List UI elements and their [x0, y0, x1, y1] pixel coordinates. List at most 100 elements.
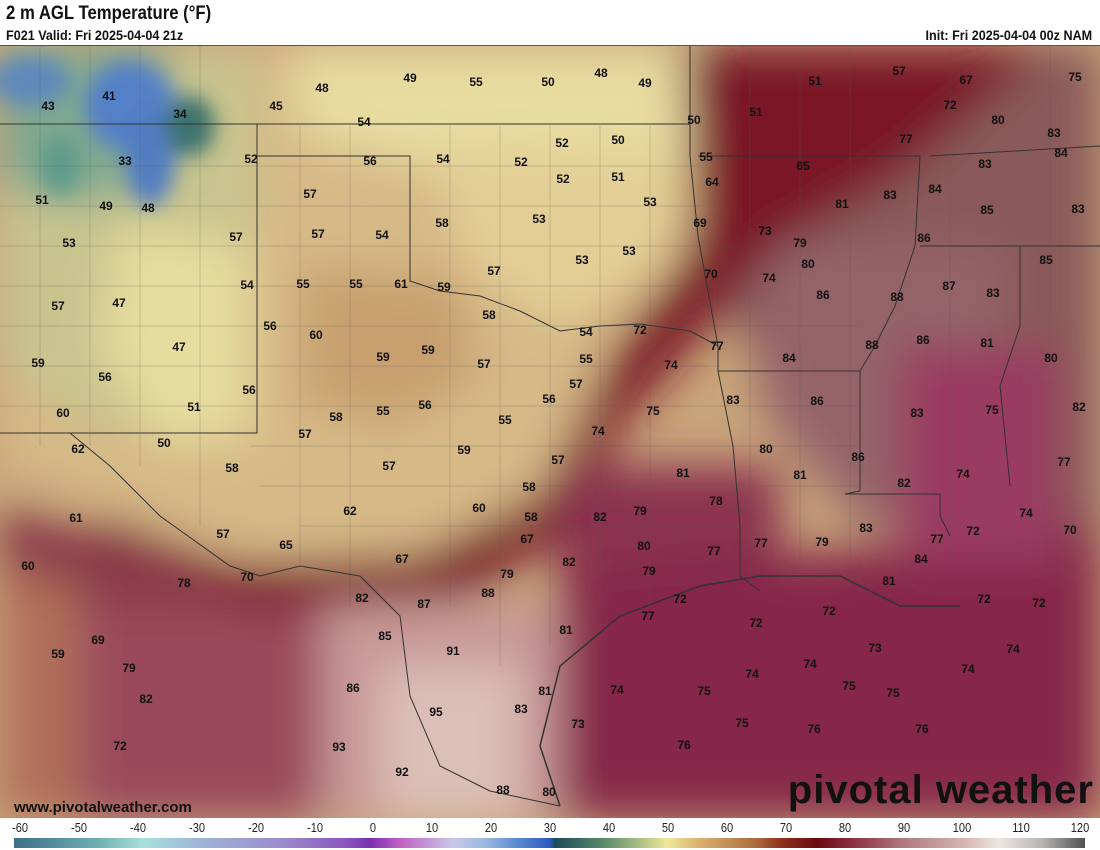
colorbar-tick-label: 30 — [543, 820, 557, 835]
temperature-label: 57 — [216, 527, 230, 541]
temperature-label: 72 — [966, 524, 980, 538]
temperature-label: 81 — [980, 336, 994, 350]
temperature-label: 57 — [51, 299, 65, 313]
temperature-label: 72 — [1032, 596, 1046, 610]
colorbar-tick-label: 50 — [661, 820, 675, 835]
temperature-label: 93 — [332, 740, 346, 754]
temperature-label: 62 — [343, 504, 357, 518]
colorbar-tick-label: 90 — [897, 820, 910, 835]
temperature-label: 57 — [477, 357, 491, 371]
temperature-label: 77 — [930, 532, 944, 546]
colorbar-tick-label: 20 — [485, 820, 498, 835]
temperature-label: 61 — [394, 277, 408, 291]
map-title: 2 m AGL Temperature (°F) — [6, 3, 212, 24]
temperature-label: 56 — [363, 154, 377, 168]
temperature-label: 82 — [355, 591, 369, 605]
temperature-label: 80 — [542, 785, 556, 799]
temperature-label: 59 — [376, 350, 390, 364]
temperature-label: 83 — [986, 286, 1000, 300]
temperature-label: 64 — [705, 175, 719, 189]
colorbar-tick-label: 60 — [720, 820, 733, 835]
temperature-label: 85 — [378, 629, 392, 643]
temperature-label: 72 — [749, 616, 763, 630]
temperature-label: 74 — [745, 667, 759, 681]
colorbar-tick-label: -60 — [12, 820, 28, 835]
temperature-label: 74 — [591, 424, 605, 438]
temperature-label: 74 — [1019, 506, 1033, 520]
header: 2 m AGL Temperature (°F) F021 Valid: Fri… — [0, 0, 1100, 45]
colorbar: -60 -50 -40 -30 -20 -10 0 10 20 30 40 50 60 70 80 90 100… — [0, 818, 1100, 850]
temperature-label: 47 — [172, 340, 186, 354]
temperature-label: 83 — [978, 157, 992, 171]
temperature-label: 86 — [917, 231, 931, 245]
temperature-label: 73 — [868, 641, 882, 655]
temperature-label: 85 — [1039, 253, 1053, 267]
colorbar-tick-label: -10 — [306, 820, 323, 835]
temperature-label: 72 — [822, 604, 836, 618]
temperature-label: 65 — [796, 159, 810, 173]
temperature-label: 88 — [496, 783, 510, 797]
temperature-label: 84 — [914, 552, 928, 566]
temperature-label: 48 — [594, 66, 608, 80]
temperature-label: 57 — [303, 187, 317, 201]
temperature-label: 54 — [579, 325, 593, 339]
temperature-label: 52 — [514, 155, 528, 169]
temperature-label: 72 — [943, 98, 957, 112]
temperature-label: 62 — [71, 442, 85, 456]
temperature-label: 54 — [375, 228, 389, 242]
temperature-label: 79 — [122, 661, 136, 675]
temperature-label: 43 — [41, 99, 55, 113]
temperature-label: 75 — [697, 684, 711, 698]
temperature-label: 78 — [709, 494, 723, 508]
temperature-label: 55 — [349, 277, 363, 291]
temperature-label: 53 — [575, 253, 589, 267]
temperature-map[interactable]: 43 41 34 45 48 49 55 50 48 49 51 57 67 75 54 50 51 72 80 83… — [0, 45, 1100, 819]
temperature-label: 51 — [35, 193, 49, 207]
temperature-label: 50 — [611, 133, 625, 147]
temperature-label: 57 — [487, 264, 501, 278]
temperature-label: 56 — [418, 398, 432, 412]
temperature-field — [0, 46, 1100, 819]
temperature-label: 78 — [177, 576, 191, 590]
temperature-label: 72 — [633, 323, 647, 337]
temperature-label: 87 — [942, 279, 956, 293]
temperature-label: 73 — [758, 224, 772, 238]
temperature-label: 77 — [754, 536, 768, 550]
temperature-label: 74 — [762, 271, 776, 285]
temperature-label: 88 — [865, 338, 879, 352]
temperature-label: 83 — [910, 406, 924, 420]
temperature-label: 74 — [1006, 642, 1020, 656]
temperature-label: 47 — [112, 296, 126, 310]
temperature-label: 58 — [435, 216, 449, 230]
colorbar-tick-label: 120 — [1070, 820, 1090, 835]
temperature-label: 75 — [1068, 70, 1082, 84]
colorbar-tick-label: -30 — [188, 820, 205, 835]
temperature-label: 88 — [481, 586, 495, 600]
temperature-label: 74 — [803, 657, 817, 671]
temperature-label: 57 — [382, 459, 396, 473]
temperature-label: 84 — [928, 182, 942, 196]
temperature-label: 60 — [56, 406, 70, 420]
temperature-label: 77 — [710, 339, 724, 353]
temperature-label: 52 — [555, 136, 569, 150]
temperature-label: 86 — [916, 333, 930, 347]
temperature-label: 54 — [436, 152, 450, 166]
temperature-label: 76 — [807, 722, 821, 736]
temperature-label: 67 — [395, 552, 409, 566]
temperature-label: 79 — [500, 567, 514, 581]
temperature-label: 58 — [522, 480, 536, 494]
temperature-label: 52 — [244, 152, 258, 166]
temperature-label: 84 — [1054, 146, 1068, 160]
temperature-label: 60 — [472, 501, 486, 515]
temperature-label: 58 — [482, 308, 496, 322]
temperature-label: 58 — [329, 410, 343, 424]
temperature-label: 55 — [579, 352, 593, 366]
temperature-label: 56 — [242, 383, 256, 397]
colorbar-tick-label: 70 — [779, 820, 792, 835]
temperature-label: 58 — [524, 510, 538, 524]
temperature-label: 80 — [759, 442, 773, 456]
temperature-label: 57 — [569, 377, 583, 391]
temperature-label: 57 — [229, 230, 243, 244]
temperature-label: 65 — [279, 538, 293, 552]
temperature-label: 55 — [296, 277, 310, 291]
